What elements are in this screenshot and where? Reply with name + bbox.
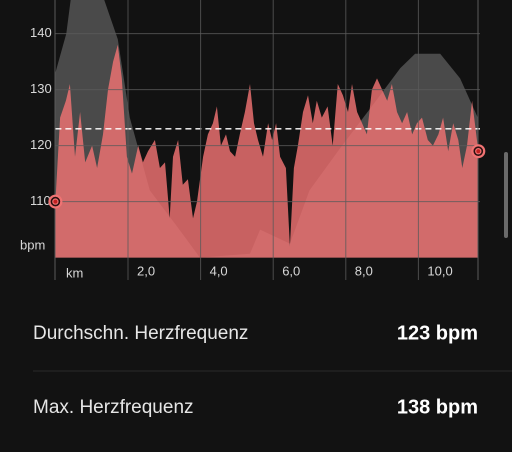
summary: Durchschn. Herzfrequenz 123 bpm Max. Her… [33, 322, 512, 418]
endpoint-marker [48, 194, 63, 209]
area-series [55, 44, 479, 258]
endpoint-marker [471, 144, 486, 159]
x-tick-label: 4,0 [210, 263, 228, 278]
plot-area [55, 0, 480, 258]
y-tick-label: 110 [30, 193, 51, 208]
stat-label: Max. Herzfrequenz [33, 397, 194, 418]
scrollbar[interactable] [504, 152, 508, 238]
y-tick-label: 120 [30, 137, 52, 152]
stat-value: 123 bpm [397, 322, 478, 344]
marker-dot [53, 199, 58, 204]
marker-ring [50, 196, 61, 207]
marker-ring [473, 146, 484, 156]
x-axis-label: km [66, 265, 83, 280]
x-tick-label: 6,0 [282, 263, 300, 278]
y-tick-label: 130 [30, 81, 52, 96]
y-tick-label: 140 [30, 25, 52, 40]
x-tick-label: 10,0 [427, 263, 452, 278]
marker-dot [476, 149, 481, 154]
x-tick-label: 2,0 [137, 263, 155, 278]
stat-value: 138 bpm [397, 396, 478, 418]
x-tick-label: 8,0 [355, 263, 373, 278]
stat-label: Durchschn. Herzfrequenz [33, 323, 248, 344]
y-axis-label: bpm [20, 237, 45, 252]
axes: bpm km 110 120 130 140 2,0 4,0 6,0 8,0 10,0 [20, 0, 486, 280]
